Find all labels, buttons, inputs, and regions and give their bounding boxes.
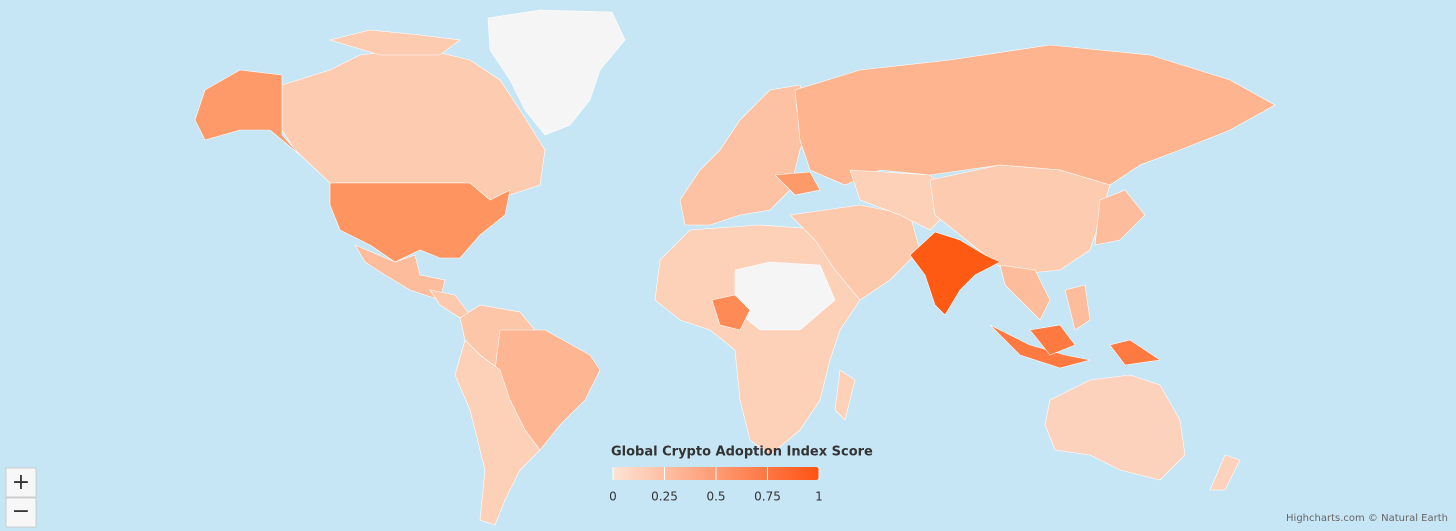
legend-tick-label: 0.25 <box>651 490 678 504</box>
country <box>711 294 751 331</box>
country <box>329 182 511 263</box>
credits[interactable]: Highcharts.com © Natural Earth <box>1286 513 1448 524</box>
legend-tick-label: 0.75 <box>754 490 781 504</box>
legend-tick-label: 0.5 <box>706 490 725 504</box>
zoom-out-label[interactable]: − <box>12 499 30 524</box>
countries <box>194 9 1276 526</box>
zoom-controls: + − <box>5 467 37 528</box>
country <box>989 324 1091 369</box>
country <box>1209 454 1241 491</box>
color-legend: Global Crypto Adoption Index Score 0 0.25… <box>609 445 873 504</box>
country <box>794 44 1276 186</box>
country <box>354 244 446 301</box>
zoom-in-button[interactable] <box>5 467 37 498</box>
country <box>487 9 626 136</box>
country <box>929 164 1111 276</box>
country <box>909 231 1001 316</box>
country <box>774 171 821 196</box>
country <box>789 204 921 301</box>
country <box>328 29 461 56</box>
country <box>1044 374 1186 481</box>
country <box>454 339 541 526</box>
zoom-in-label[interactable]: + <box>12 470 30 495</box>
country <box>999 264 1051 321</box>
country <box>1094 189 1146 246</box>
legend-title: Global Crypto Adoption Index Score <box>611 445 873 460</box>
legend-tick-label: 0 <box>609 490 617 504</box>
country <box>194 69 301 156</box>
country <box>834 369 856 421</box>
legend-tick-label: 1 <box>815 490 823 504</box>
zoom-out-button[interactable] <box>5 497 37 528</box>
country <box>1029 324 1076 356</box>
country <box>1064 284 1091 331</box>
country <box>1109 339 1161 366</box>
